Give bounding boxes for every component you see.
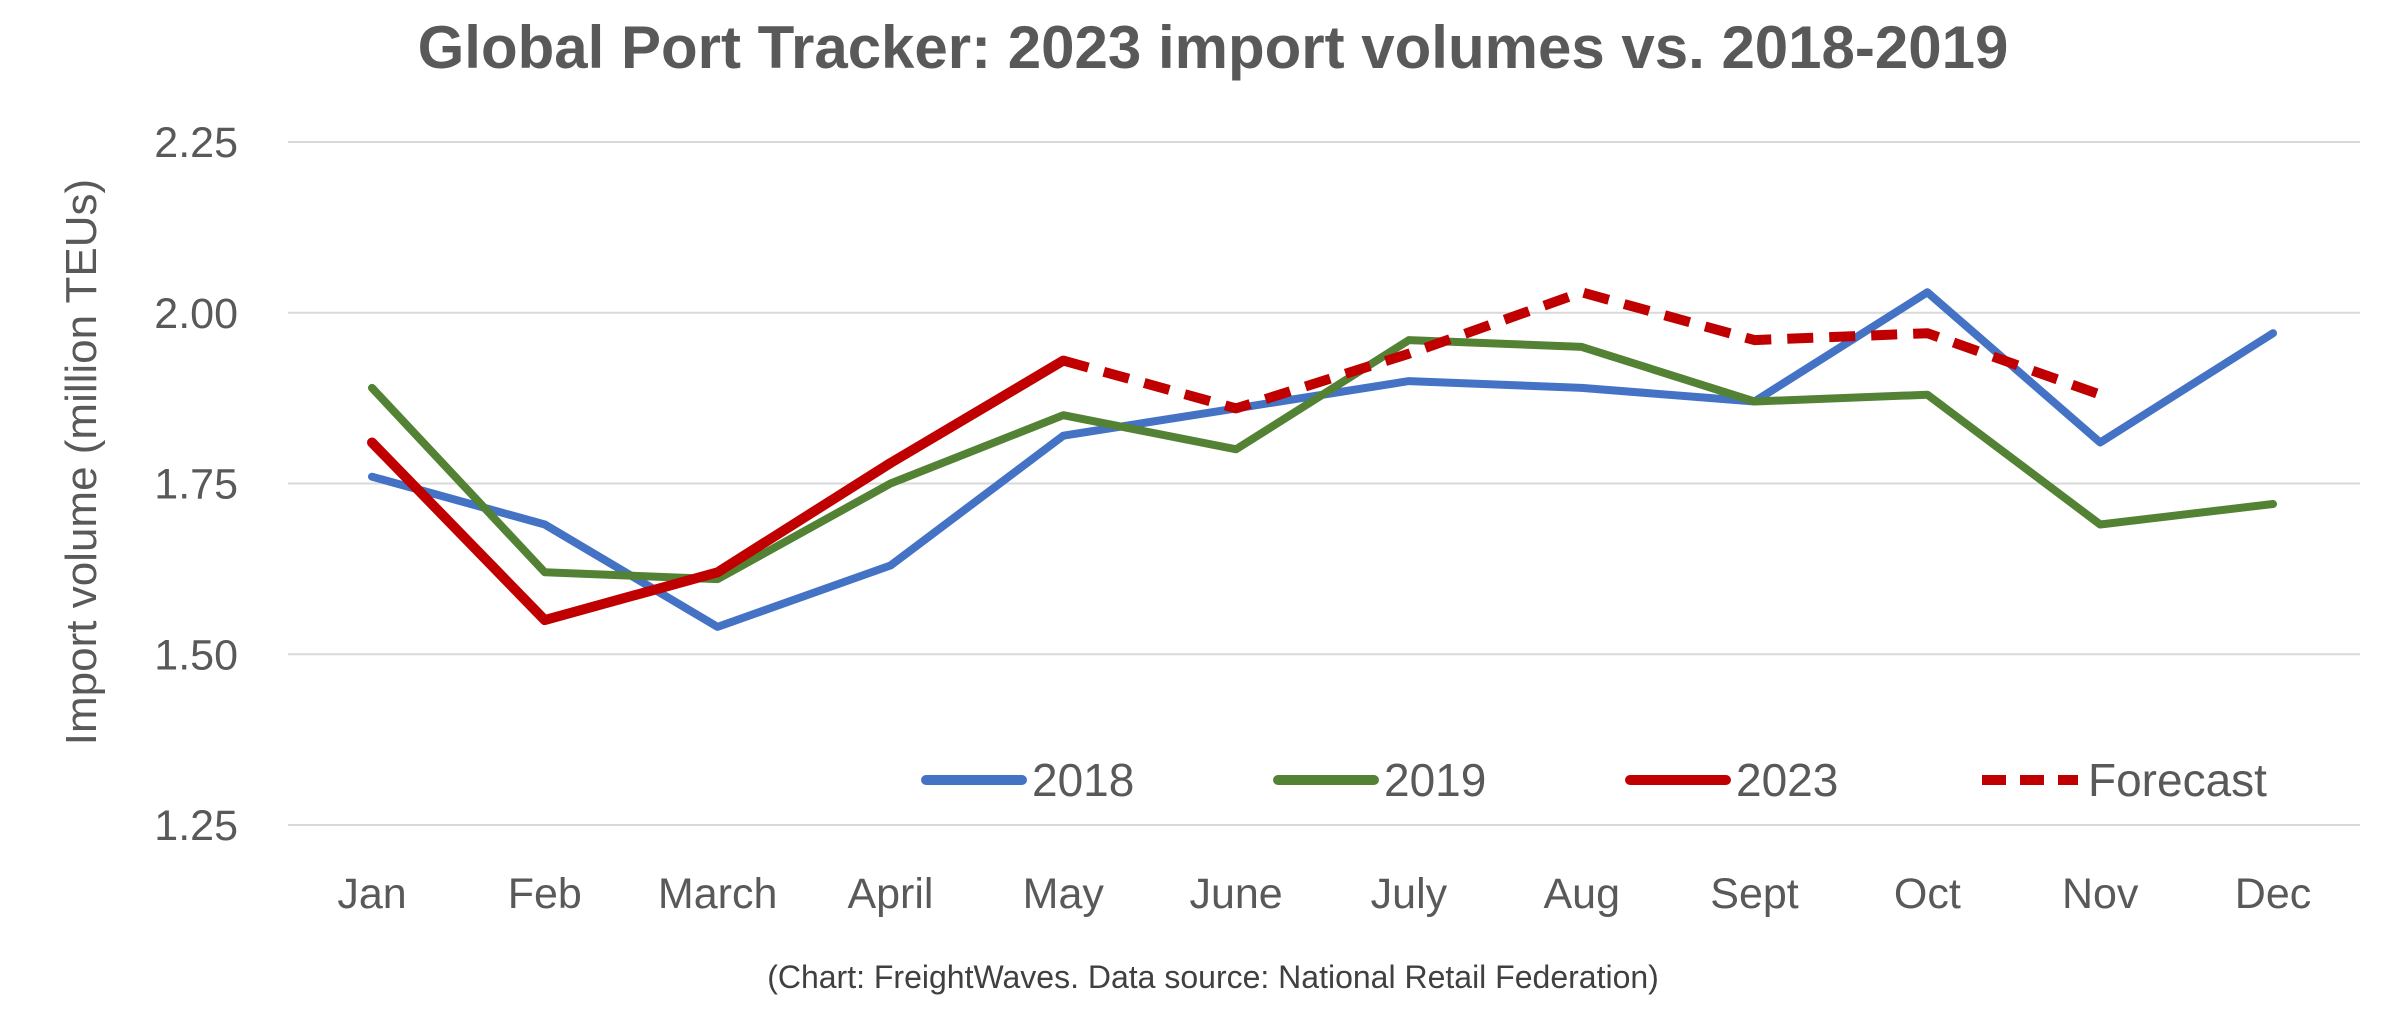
y-axis-ticks: 1.25 1.50 1.75 2.00 2.25	[154, 119, 238, 850]
series-line-2023	[367, 355, 1069, 626]
x-tick-label: May	[1023, 870, 1105, 918]
legend-label-2019: 2019	[1384, 754, 1486, 806]
x-tick-label: Oct	[1894, 870, 1961, 918]
x-tick-label: April	[847, 870, 933, 918]
y-axis-title: Import volume (million TEUs)	[57, 179, 106, 745]
legend-label-2018: 2018	[1032, 754, 1134, 806]
x-tick-label: Sept	[1710, 870, 1799, 918]
y-tick-label: 1.75	[154, 461, 238, 509]
series-line-forecast	[1061, 287, 2102, 414]
legend: 2018 2019 2023 Forecast	[921, 754, 2267, 806]
x-tick-label: Jan	[337, 870, 406, 918]
gridlines	[288, 141, 2360, 826]
chart-title: Global Port Tracker: 2023 import volumes…	[418, 14, 2009, 81]
x-axis-ticks: Jan Feb March April May June July Aug Sept Oct Nov…	[337, 870, 2311, 918]
x-tick-label: Dec	[2235, 870, 2311, 918]
y-tick-label: 2.25	[154, 119, 238, 167]
legend-label-forecast: Forecast	[2088, 754, 2267, 806]
y-tick-label: 1.25	[154, 802, 238, 850]
x-tick-label: March	[658, 870, 777, 918]
chart-caption: (Chart: FreightWaves. Data source: Natio…	[767, 959, 1659, 995]
y-tick-label: 2.00	[154, 290, 238, 338]
x-tick-label: Aug	[1543, 870, 1620, 918]
x-tick-label: June	[1189, 870, 1282, 918]
x-tick-label: Nov	[2062, 870, 2139, 918]
series-lines	[367, 287, 2277, 631]
legend-label-2023: 2023	[1736, 754, 1838, 806]
x-tick-label: July	[1371, 870, 1448, 918]
x-tick-label: Feb	[508, 870, 582, 918]
y-tick-label: 1.50	[154, 631, 238, 679]
